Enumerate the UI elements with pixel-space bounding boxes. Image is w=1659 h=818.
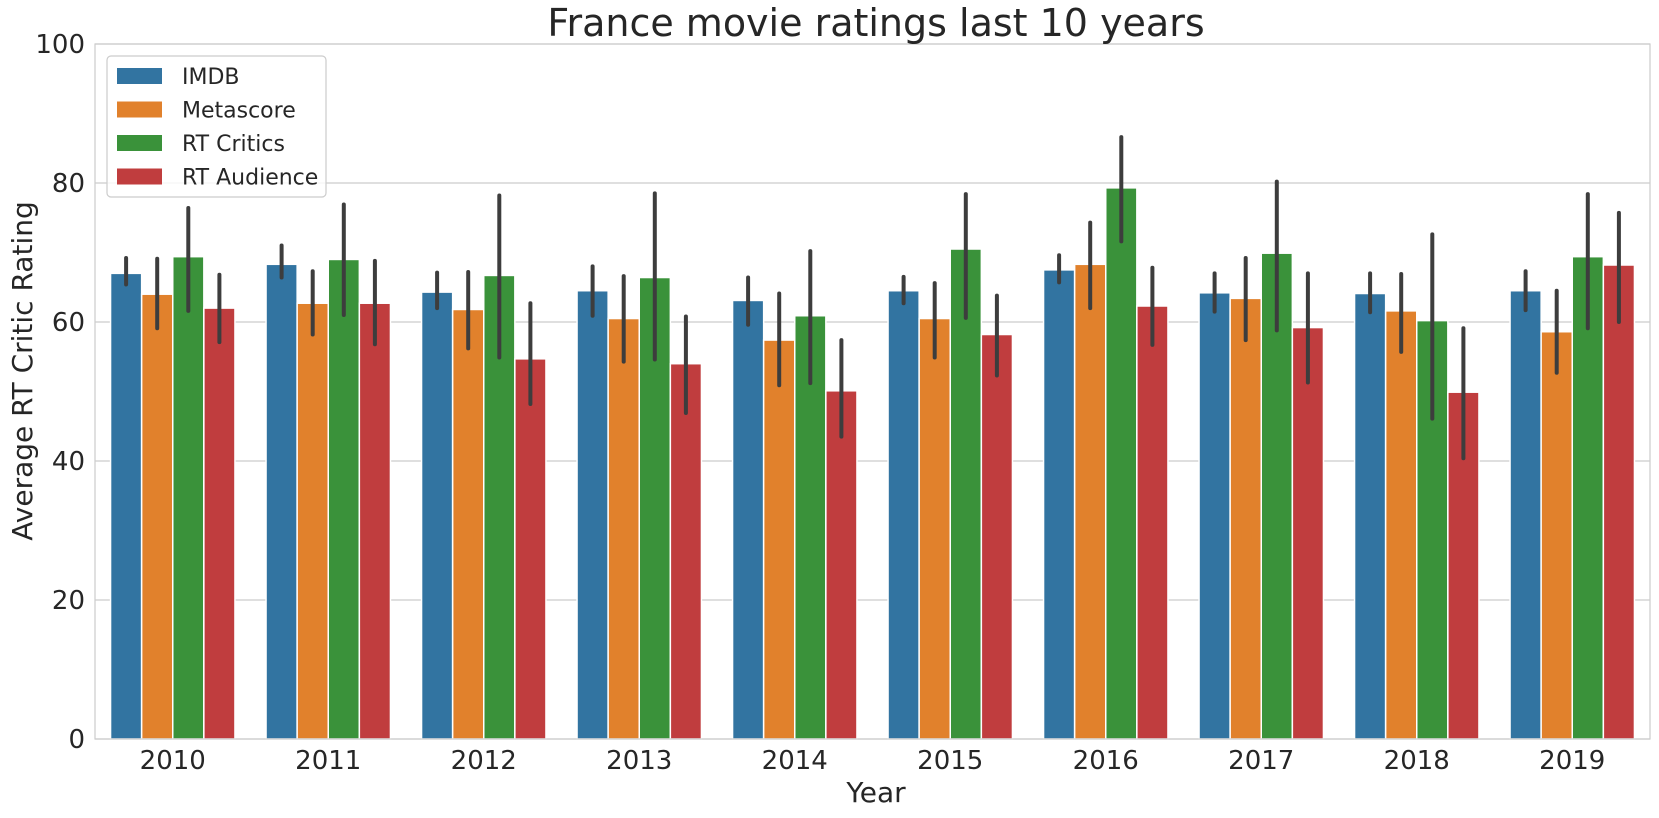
- bar-imdb-2014: [731, 299, 765, 740]
- bar-metascore-2010: [140, 293, 174, 740]
- legend-swatch: [117, 168, 162, 185]
- bars: [109, 187, 1636, 740]
- bar-imdb-2016: [1042, 269, 1076, 740]
- y-axis-label: Average RT Critic Rating: [6, 201, 39, 540]
- legend-label: Metascore: [182, 99, 296, 124]
- y-tick-label: 40: [52, 447, 85, 477]
- x-tick-label: 2019: [1539, 746, 1605, 776]
- legend-swatch: [117, 68, 162, 84]
- bar-metascore-2013: [607, 317, 641, 740]
- bar-metascore-2016: [1073, 263, 1107, 740]
- x-tick-label: 2012: [451, 746, 517, 776]
- bar-rt-audience-2011: [358, 302, 392, 740]
- bar-rt-critics-2016: [1105, 187, 1138, 740]
- legend-swatch: [117, 101, 162, 118]
- bar-rt-critics-2015: [949, 248, 983, 740]
- y-tick-label: 100: [35, 30, 85, 60]
- bar-rt-critics-2011: [327, 258, 361, 740]
- error-bars: [124, 135, 1621, 461]
- bar-rt-audience-2013: [669, 362, 703, 740]
- y-tick-label: 80: [52, 169, 85, 199]
- legend-frame: [106, 55, 327, 198]
- x-tick-label: 2014: [762, 746, 828, 776]
- bar-imdb-2018: [1353, 292, 1387, 740]
- bar-metascore-2017: [1229, 297, 1263, 740]
- x-axis-label: Year: [845, 776, 906, 809]
- x-tick-label: 2011: [295, 746, 361, 776]
- legend-label: RT Audience: [182, 166, 318, 191]
- bar-imdb-2013: [576, 289, 609, 740]
- bar-rt-audience-2010: [203, 307, 236, 740]
- bar-metascore-2019: [1540, 330, 1574, 740]
- bar-rt-audience-2012: [514, 358, 547, 740]
- chart-title: France movie ratings last 10 years: [547, 1, 1204, 45]
- y-tick-label: 20: [52, 586, 85, 616]
- y-tick-labels: 0 20 40 60 80 100: [35, 30, 85, 755]
- x-tick-label: 2018: [1384, 746, 1450, 776]
- bar-imdb-2017: [1198, 292, 1231, 740]
- bar-rt-critics-2010: [172, 255, 205, 740]
- bar-rt-audience-2019: [1602, 264, 1636, 740]
- y-tick-label: 60: [52, 308, 85, 338]
- x-tick-label: 2013: [606, 746, 672, 776]
- bar-rt-audience-2014: [825, 390, 858, 740]
- x-tick-labels: 2010 2011 2012 2013 2014 2015 2016 2017 2018 2019: [140, 746, 1606, 776]
- bar-rt-audience-2017: [1291, 326, 1325, 740]
- legend-swatch: [117, 135, 162, 151]
- x-tick-label: 2015: [917, 746, 983, 776]
- bar-metascore-2014: [762, 339, 796, 740]
- x-tick-label: 2016: [1073, 746, 1139, 776]
- x-tick-label: 2010: [140, 746, 206, 776]
- bar-metascore-2012: [451, 308, 485, 740]
- x-tick-label: 2017: [1228, 746, 1294, 776]
- bar-imdb-2019: [1509, 289, 1542, 740]
- bar-imdb-2012: [420, 291, 454, 740]
- plot-frame: [94, 43, 1651, 740]
- bar-metascore-2018: [1384, 310, 1418, 740]
- bar-rt-critics-2019: [1571, 255, 1605, 740]
- legend-entries: IMDB Metascore RT Critics RT Audience: [117, 65, 318, 191]
- bar-imdb-2011: [265, 263, 298, 740]
- bar-rt-audience-2015: [980, 333, 1014, 740]
- legend-label: IMDB: [182, 65, 240, 90]
- bar-rt-audience-2016: [1136, 305, 1169, 740]
- legend: IMDB Metascore RT Critics RT Audience: [106, 55, 327, 198]
- y-tick-label: 0: [68, 725, 85, 755]
- legend-label: RT Critics: [182, 132, 285, 157]
- bar-imdb-2010: [109, 272, 143, 740]
- bar-metascore-2011: [296, 302, 329, 740]
- bar-imdb-2015: [887, 289, 920, 740]
- bar-metascore-2015: [918, 317, 952, 740]
